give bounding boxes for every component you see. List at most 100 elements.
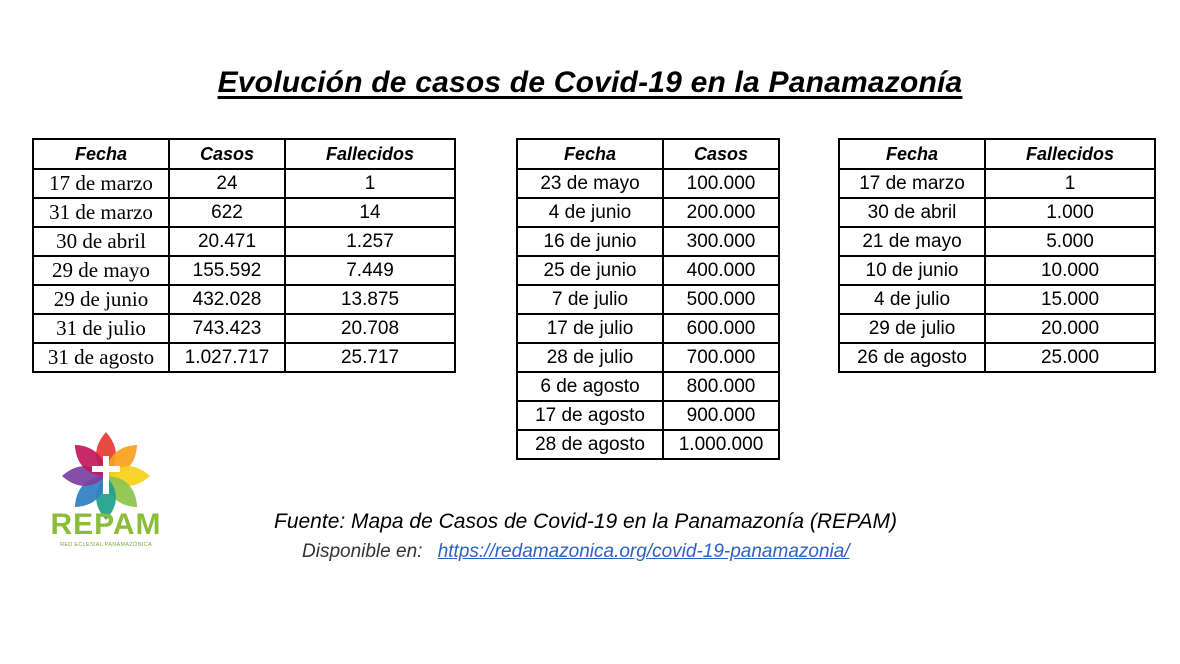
table-row: 31 de agosto 1.027.717 25.717 xyxy=(32,342,456,373)
table-row: 10 de junio 10.000 xyxy=(838,255,1156,286)
value-cell: 622 xyxy=(168,197,286,228)
table-row: 29 de junio 432.028 13.875 xyxy=(32,284,456,315)
column-header-fecha: Fecha xyxy=(838,138,986,170)
table-header-row: Fecha Casos Fallecidos xyxy=(32,138,456,170)
value-cell: 1.027.717 xyxy=(168,342,286,373)
value-cell: 20.708 xyxy=(284,313,456,344)
date-cell: 29 de junio xyxy=(32,284,170,315)
value-cell: 155.592 xyxy=(168,255,286,286)
value-cell: 24 xyxy=(168,168,286,199)
table-body: 23 de mayo 100.000 4 de junio 200.000 16 de … xyxy=(516,168,780,460)
cross-icon xyxy=(92,456,120,494)
column-header-casos: Casos xyxy=(662,138,780,170)
value-cell: 20.471 xyxy=(168,226,286,257)
repam-logo-icon xyxy=(62,432,150,520)
date-cell: 17 de julio xyxy=(516,313,664,344)
value-cell: 600.000 xyxy=(662,313,780,344)
table-row: 26 de agosto 25.000 xyxy=(838,342,1156,373)
value-cell: 400.000 xyxy=(662,255,780,286)
date-cell: 31 de julio xyxy=(32,313,170,344)
value-cell: 1.000 xyxy=(984,197,1156,228)
table-row: 17 de julio 600.000 xyxy=(516,313,780,344)
value-cell: 300.000 xyxy=(662,226,780,257)
cases-deaths-table: Fecha Casos Fallecidos 17 de marzo 24 1 31 … xyxy=(32,138,456,373)
value-cell: 1 xyxy=(984,168,1156,199)
table-row: 30 de abril 20.471 1.257 xyxy=(32,226,456,257)
table-body: 17 de marzo 24 1 31 de marzo 622 14 30 de abri… xyxy=(32,168,456,373)
source-link[interactable]: https://redamazonica.org/covid-19-panama… xyxy=(437,541,850,562)
date-cell: 17 de marzo xyxy=(32,168,170,199)
value-cell: 700.000 xyxy=(662,342,780,373)
column-header-fecha: Fecha xyxy=(32,138,170,170)
logo-petal xyxy=(74,476,106,508)
value-cell: 7.449 xyxy=(284,255,456,286)
table-row: 28 de agosto 1.000.000 xyxy=(516,429,780,460)
cases-milestones-table: Fecha Casos 23 de mayo 100.000 4 de junio 2… xyxy=(516,138,780,460)
date-cell: 29 de julio xyxy=(838,313,986,344)
table-row: 4 de junio 200.000 xyxy=(516,197,780,228)
table-row: 17 de agosto 900.000 xyxy=(516,400,780,431)
table-row: 21 de mayo 5.000 xyxy=(838,226,1156,257)
date-cell: 4 de junio xyxy=(516,197,664,228)
value-cell: 1.257 xyxy=(284,226,456,257)
table-row: 30 de abril 1.000 xyxy=(838,197,1156,228)
table-row: 25 de junio 400.000 xyxy=(516,255,780,286)
date-cell: 30 de abril xyxy=(32,226,170,257)
value-cell: 25.000 xyxy=(984,342,1156,373)
table-header-row: Fecha Fallecidos xyxy=(838,138,1156,170)
date-cell: 23 de mayo xyxy=(516,168,664,199)
value-cell: 20.000 xyxy=(984,313,1156,344)
date-cell: 29 de mayo xyxy=(32,255,170,286)
table-row: 29 de mayo 155.592 7.449 xyxy=(32,255,456,286)
deaths-milestones-table: Fecha Fallecidos 17 de marzo 1 30 de abril… xyxy=(838,138,1156,373)
date-cell: 4 de julio xyxy=(838,284,986,315)
date-cell: 28 de agosto xyxy=(516,429,664,460)
table-header-row: Fecha Casos xyxy=(516,138,780,170)
value-cell: 432.028 xyxy=(168,284,286,315)
logo-subtitle: RED ECLESIAL PANAMAZÓNICA xyxy=(60,542,152,548)
availability-line: Disponible en: https://redamazonica.org/… xyxy=(302,541,850,563)
date-cell: 21 de mayo xyxy=(838,226,986,257)
date-cell: 28 de julio xyxy=(516,342,664,373)
date-cell: 6 de agosto xyxy=(516,371,664,402)
table-body: 17 de marzo 1 30 de abril 1.000 21 de mayo 5.… xyxy=(838,168,1156,373)
date-cell: 31 de agosto xyxy=(32,342,170,373)
date-cell: 10 de junio xyxy=(838,255,986,286)
value-cell: 743.423 xyxy=(168,313,286,344)
value-cell: 25.717 xyxy=(284,342,456,373)
table-row: 16 de junio 300.000 xyxy=(516,226,780,257)
date-cell: 30 de abril xyxy=(838,197,986,228)
value-cell: 14 xyxy=(284,197,456,228)
source-line: Fuente: Mapa de Casos de Covid-19 en la … xyxy=(274,510,897,533)
date-cell: 31 de marzo xyxy=(32,197,170,228)
column-header-fallecidos: Fallecidos xyxy=(284,138,456,170)
value-cell: 15.000 xyxy=(984,284,1156,315)
date-cell: 25 de junio xyxy=(516,255,664,286)
table-row: 31 de marzo 622 14 xyxy=(32,197,456,228)
column-header-fecha: Fecha xyxy=(516,138,664,170)
value-cell: 800.000 xyxy=(662,371,780,402)
table-row: 28 de julio 700.000 xyxy=(516,342,780,373)
value-cell: 100.000 xyxy=(662,168,780,199)
logo-petal xyxy=(106,476,138,508)
value-cell: 13.875 xyxy=(284,284,456,315)
column-header-casos: Casos xyxy=(168,138,286,170)
value-cell: 1.000.000 xyxy=(662,429,780,460)
date-cell: 16 de junio xyxy=(516,226,664,257)
page-title: Evolución de casos de Covid-19 en la Pan… xyxy=(217,66,963,99)
value-cell: 200.000 xyxy=(662,197,780,228)
value-cell: 5.000 xyxy=(984,226,1156,257)
logo-wordmark: REPAM xyxy=(50,508,162,541)
column-header-fallecidos: Fallecidos xyxy=(984,138,1156,170)
table-row: 6 de agosto 800.000 xyxy=(516,371,780,402)
value-cell: 500.000 xyxy=(662,284,780,315)
value-cell: 1 xyxy=(284,168,456,199)
table-row: 29 de julio 20.000 xyxy=(838,313,1156,344)
date-cell: 26 de agosto xyxy=(838,342,986,373)
table-row: 17 de marzo 24 1 xyxy=(32,168,456,199)
date-cell: 7 de julio xyxy=(516,284,664,315)
table-row: 17 de marzo 1 xyxy=(838,168,1156,199)
value-cell: 900.000 xyxy=(662,400,780,431)
value-cell: 10.000 xyxy=(984,255,1156,286)
table-row: 23 de mayo 100.000 xyxy=(516,168,780,199)
